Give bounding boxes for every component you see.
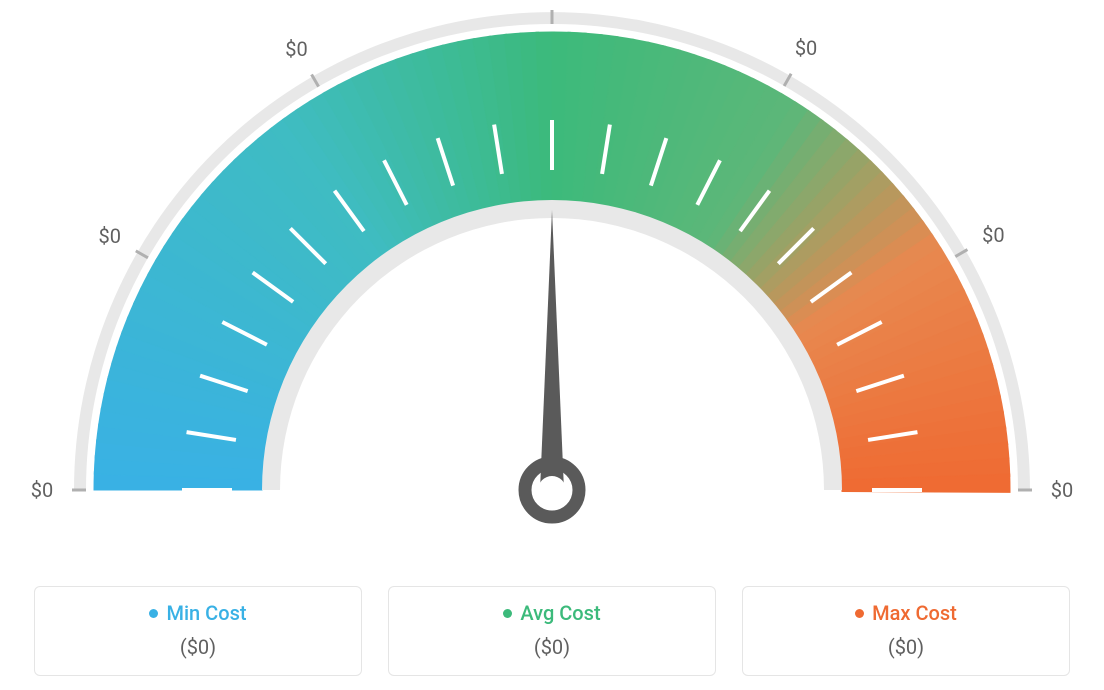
legend-value-avg: ($0) [399, 635, 705, 659]
legend-value-min: ($0) [45, 635, 351, 659]
legend-row: Min Cost ($0) Avg Cost ($0) Max Cost ($0… [0, 586, 1104, 676]
legend-value-max: ($0) [753, 635, 1059, 659]
legend-dot-min [149, 609, 158, 618]
gauge-tick-label: $0 [99, 224, 121, 248]
legend-card-avg: Avg Cost ($0) [388, 586, 716, 676]
legend-card-min: Min Cost ($0) [34, 586, 362, 676]
legend-dot-max [855, 609, 864, 618]
legend-label-avg: Avg Cost [520, 601, 600, 625]
gauge-tick-label: $0 [285, 37, 307, 61]
legend-label-min: Min Cost [166, 601, 246, 625]
gauge-chart: $0$0$0$0$0$0$0 [0, 0, 1104, 560]
gauge-tick-label: $0 [31, 478, 53, 502]
gauge-tick-label: $0 [795, 36, 817, 60]
legend-title-min: Min Cost [149, 601, 246, 625]
gauge-tick-label: $0 [1051, 478, 1073, 502]
gauge-svg [0, 0, 1104, 560]
legend-card-max: Max Cost ($0) [742, 586, 1070, 676]
legend-dot-avg [503, 609, 512, 618]
legend-title-max: Max Cost [855, 601, 957, 625]
gauge-tick-label: $0 [982, 223, 1004, 247]
legend-title-avg: Avg Cost [503, 601, 600, 625]
legend-label-max: Max Cost [872, 601, 957, 625]
